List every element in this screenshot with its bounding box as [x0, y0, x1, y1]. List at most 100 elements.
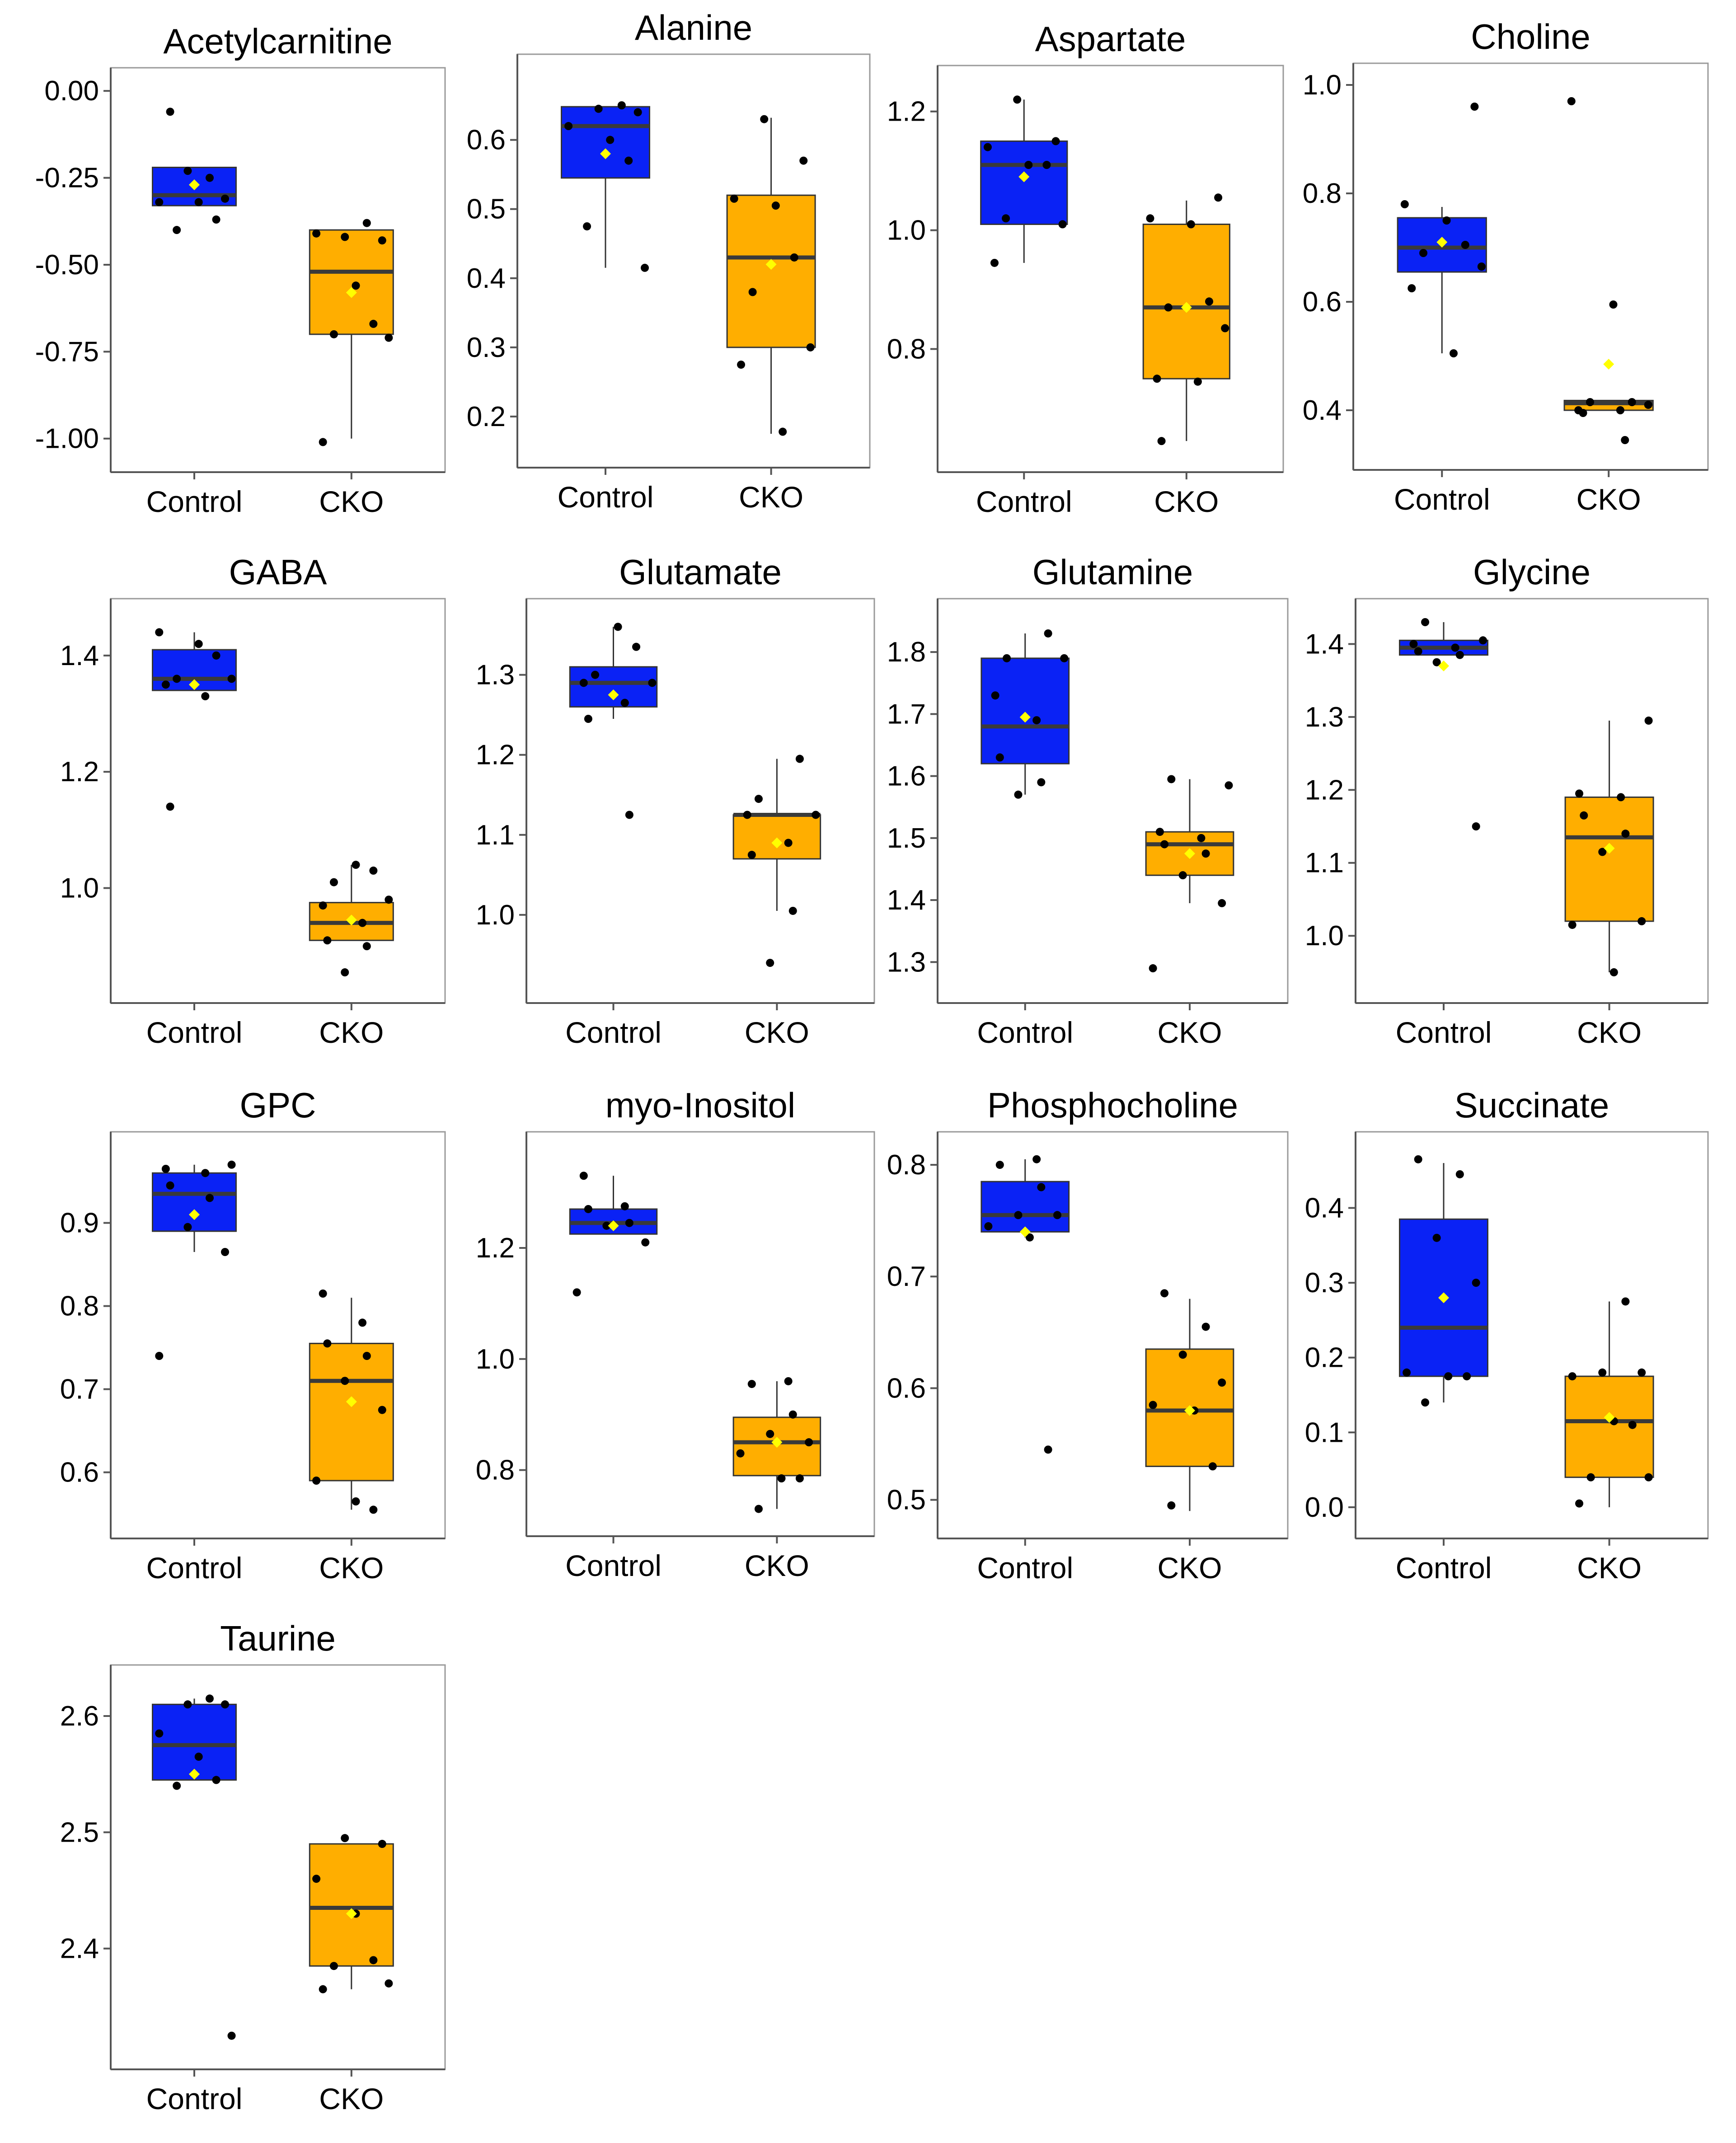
y-tick-label: 0.5 — [887, 1485, 926, 1516]
control-data-point — [205, 1194, 214, 1202]
control-data-point — [1032, 716, 1041, 725]
cko-data-point — [784, 1377, 793, 1385]
control-data-point — [1024, 161, 1033, 169]
control-data-point — [614, 623, 622, 631]
cko-data-point — [779, 427, 787, 436]
cko-data-point — [1637, 917, 1646, 925]
x-tick-label: Control — [565, 1016, 662, 1049]
control-box — [152, 1703, 237, 1781]
control-data-point — [1013, 95, 1022, 104]
cko-data-point — [1628, 398, 1636, 406]
control-data-point — [1014, 790, 1023, 799]
control-data-point — [624, 156, 633, 165]
cko-data-point — [1149, 964, 1157, 973]
control-data-point — [1051, 137, 1060, 145]
cko-data-point — [1621, 830, 1630, 838]
control-data-point — [183, 1700, 192, 1709]
control-data-point — [1414, 647, 1422, 656]
control-data-point — [227, 675, 236, 683]
cko-mean-marker — [1184, 848, 1195, 859]
cko-box — [309, 1843, 394, 1967]
control-data-point — [1003, 654, 1011, 662]
panel-glycine: Glycine 1.4 1.3 1.2 1.1 1.0 Control CKO — [1305, 552, 1709, 1049]
control-data-point — [1400, 200, 1409, 208]
cko-data-point — [812, 811, 820, 819]
y-tick-label: 1.4 — [1305, 628, 1344, 660]
y-tick-label: 0.3 — [467, 332, 506, 363]
control-mean-marker — [1438, 1292, 1449, 1304]
y-tick-label: 1.2 — [476, 1233, 515, 1264]
x-tick-label: CKO — [319, 1016, 384, 1049]
control-mean-marker — [1436, 237, 1448, 248]
cko-data-point — [1157, 437, 1166, 445]
y-tick-label: 1.0 — [476, 1344, 515, 1375]
panel-title: Choline — [1471, 17, 1591, 56]
plot-frame — [1355, 598, 1709, 1004]
control-data-point — [1044, 1445, 1052, 1454]
control-data-point — [212, 215, 221, 224]
cko-mean-marker — [1181, 302, 1192, 313]
control-data-point — [183, 167, 192, 175]
plot-frame — [525, 1131, 875, 1537]
y-tick-label: 1.8 — [887, 637, 926, 668]
control-mean-marker — [1018, 171, 1030, 183]
cko-data-point — [312, 1875, 321, 1883]
cko-data-point — [1609, 300, 1618, 309]
y-tick-label: 1.1 — [476, 820, 515, 851]
x-tick-label: Control — [976, 485, 1072, 518]
control-data-point — [1472, 1279, 1480, 1287]
cko-data-point — [1575, 789, 1584, 798]
y-tick-label: 0.2 — [467, 401, 506, 432]
x-tick-label: CKO — [1154, 485, 1219, 518]
cko-data-point — [790, 253, 798, 262]
x-tick-label: Control — [146, 485, 243, 518]
control-mean-marker — [608, 1220, 619, 1231]
y-tick-label: 2.4 — [60, 1933, 99, 1965]
panel-title: GPC — [239, 1085, 316, 1125]
control-box — [152, 1172, 237, 1232]
x-tick-label: Control — [146, 1551, 243, 1585]
panel-succinate: Succinate 0.4 0.3 0.2 0.1 0.0 Control CKO — [1305, 1085, 1709, 1585]
control-data-point — [183, 1223, 192, 1231]
control-data-point — [1432, 1233, 1441, 1242]
y-tick-label: -0.75 — [35, 336, 99, 367]
cko-data-point — [1221, 324, 1229, 333]
control-data-point — [161, 1165, 170, 1173]
cko-data-point — [1178, 871, 1187, 880]
control-data-point — [1432, 658, 1441, 666]
cko-data-point — [319, 1290, 327, 1298]
control-data-point — [155, 1352, 164, 1360]
control-data-point — [620, 1202, 629, 1210]
x-tick-label: Control — [565, 1549, 662, 1582]
panel-title: Glutamine — [1032, 552, 1193, 592]
y-tick-label: 1.0 — [887, 215, 926, 246]
x-tick-label: Control — [558, 480, 654, 514]
control-data-point — [1058, 220, 1067, 229]
y-tick-label: 0.1 — [1305, 1417, 1344, 1448]
cko-data-point — [1155, 828, 1164, 836]
control-data-point — [205, 174, 214, 182]
cko-data-point — [788, 1410, 797, 1419]
panel-title: Phosphocholine — [987, 1085, 1238, 1125]
cko-mean-marker — [1184, 1405, 1195, 1416]
control-data-point — [641, 1238, 650, 1247]
control-data-point — [201, 1169, 210, 1177]
control-data-point — [1444, 1372, 1453, 1381]
control-data-point — [602, 1221, 611, 1230]
cko-data-point — [1621, 436, 1629, 444]
control-data-point — [1037, 1183, 1046, 1191]
y-tick-label: 1.5 — [887, 823, 926, 854]
y-tick-label: 1.2 — [1305, 774, 1344, 806]
panel-alanine: Alanine 0.6 0.5 0.4 0.3 0.2 Control CKO — [467, 8, 871, 514]
control-mean-marker — [189, 1768, 200, 1780]
cko-data-point — [329, 878, 338, 886]
cko-data-point — [1609, 968, 1618, 976]
panel-title: Alanine — [635, 8, 752, 47]
control-data-point — [584, 1205, 592, 1213]
control-data-point — [221, 1700, 229, 1709]
y-tick-label: 1.0 — [1305, 920, 1344, 952]
control-data-point — [205, 1694, 214, 1703]
control-data-point — [166, 1181, 174, 1190]
control-data-point — [1421, 618, 1430, 626]
